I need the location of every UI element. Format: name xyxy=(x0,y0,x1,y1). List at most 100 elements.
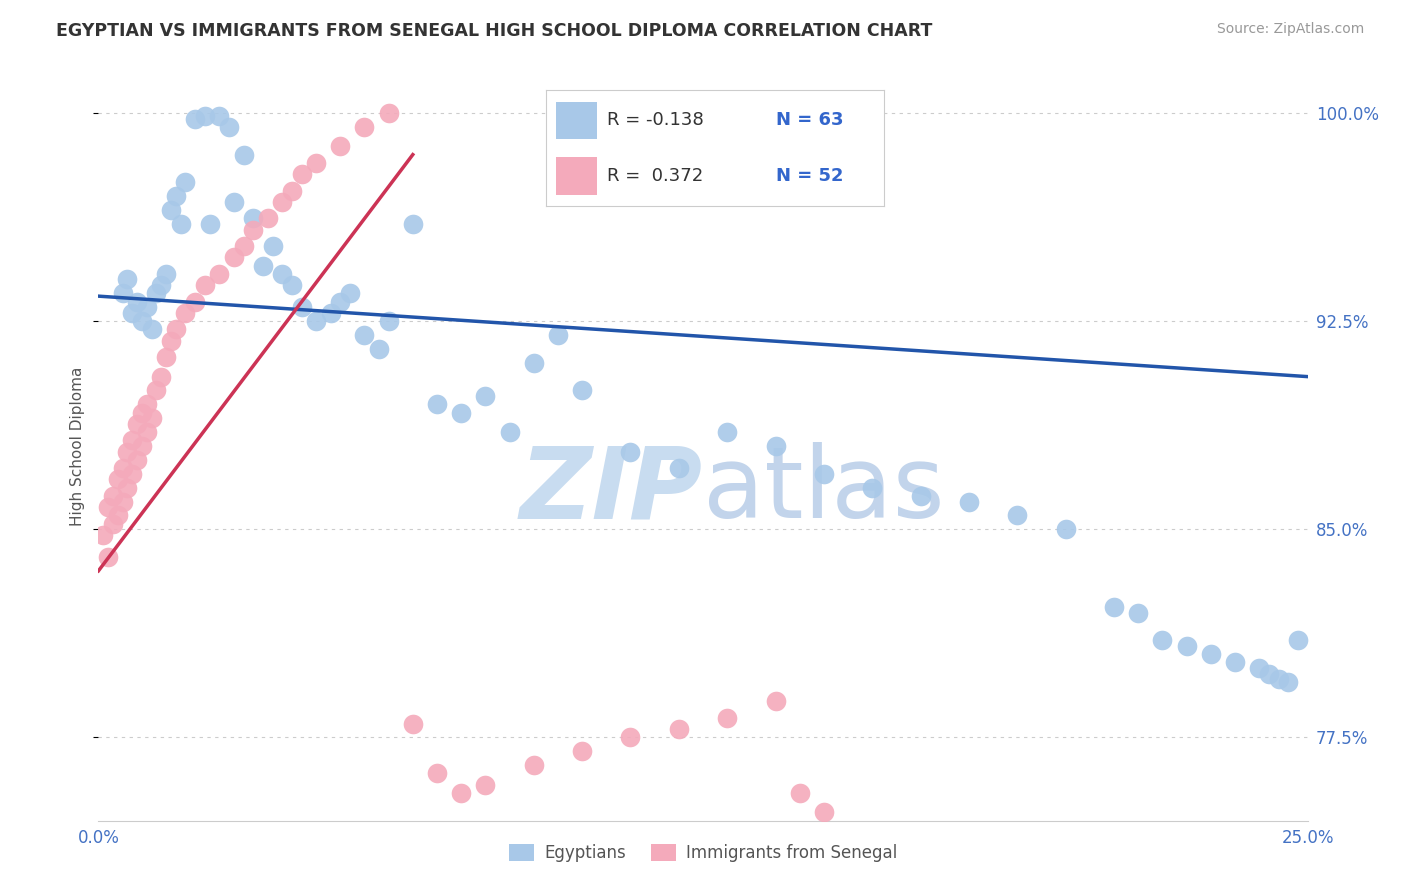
Point xyxy=(1054,522,1077,536)
Point xyxy=(619,444,641,458)
Point xyxy=(135,397,157,411)
Text: atlas: atlas xyxy=(703,442,945,540)
Point xyxy=(716,711,738,725)
Point xyxy=(329,294,352,309)
Point xyxy=(165,189,187,203)
Point xyxy=(281,184,304,198)
Point xyxy=(256,211,278,226)
Point xyxy=(141,411,163,425)
Point xyxy=(860,481,883,495)
Point xyxy=(252,259,274,273)
Point xyxy=(127,294,149,309)
Point xyxy=(426,397,449,411)
Point xyxy=(117,272,139,286)
Point xyxy=(145,286,167,301)
Text: Source: ZipAtlas.com: Source: ZipAtlas.com xyxy=(1216,22,1364,37)
Point xyxy=(1286,633,1309,648)
Point xyxy=(111,461,134,475)
Point xyxy=(368,342,391,356)
Text: EGYPTIAN VS IMMIGRANTS FROM SENEGAL HIGH SCHOOL DIPLOMA CORRELATION CHART: EGYPTIAN VS IMMIGRANTS FROM SENEGAL HIGH… xyxy=(56,22,932,40)
Point xyxy=(377,106,399,120)
Point xyxy=(1199,647,1222,661)
Point xyxy=(426,766,449,780)
Point xyxy=(131,406,153,420)
Point xyxy=(910,489,932,503)
Point xyxy=(160,334,183,348)
Point xyxy=(145,384,167,398)
Point xyxy=(281,278,304,293)
Point xyxy=(813,467,835,481)
Point xyxy=(111,494,134,508)
Point xyxy=(150,278,173,293)
Point xyxy=(127,417,149,431)
Point xyxy=(813,805,835,820)
Point xyxy=(155,267,177,281)
Point xyxy=(135,300,157,314)
Point xyxy=(242,222,264,236)
Point xyxy=(198,217,221,231)
Text: ZIP: ZIP xyxy=(520,442,703,540)
Point xyxy=(1223,656,1246,670)
Point xyxy=(121,306,143,320)
Point xyxy=(127,453,149,467)
Point xyxy=(271,267,294,281)
Point xyxy=(339,286,361,301)
Point xyxy=(222,194,245,209)
Point xyxy=(184,112,207,126)
Point xyxy=(1249,661,1271,675)
Point xyxy=(155,350,177,364)
Point xyxy=(101,516,124,531)
Point xyxy=(174,175,197,189)
Point xyxy=(101,489,124,503)
Point xyxy=(1267,672,1289,686)
Point xyxy=(474,389,496,403)
Point xyxy=(1175,639,1198,653)
Point xyxy=(208,267,231,281)
Point xyxy=(305,314,328,328)
Point xyxy=(619,731,641,745)
Legend: Egyptians, Immigrants from Senegal: Egyptians, Immigrants from Senegal xyxy=(502,837,904,869)
Point xyxy=(97,500,120,514)
Point xyxy=(523,758,546,772)
Point xyxy=(208,109,231,123)
Point xyxy=(262,239,284,253)
Point xyxy=(97,549,120,564)
Point xyxy=(498,425,520,439)
Point xyxy=(1152,633,1174,648)
Point xyxy=(716,425,738,439)
Point xyxy=(571,384,593,398)
Point xyxy=(117,444,139,458)
Point xyxy=(107,508,129,523)
Point xyxy=(121,434,143,448)
Point xyxy=(1128,606,1150,620)
Point xyxy=(290,167,312,181)
Point xyxy=(668,461,690,475)
Point xyxy=(450,786,472,800)
Point xyxy=(571,744,593,758)
Point xyxy=(547,328,569,343)
Point xyxy=(789,786,811,800)
Point xyxy=(271,194,294,209)
Point xyxy=(222,250,245,264)
Point xyxy=(218,120,240,134)
Point xyxy=(957,494,980,508)
Point xyxy=(329,139,352,153)
Point xyxy=(377,314,399,328)
Point xyxy=(765,694,787,708)
Point xyxy=(131,439,153,453)
Point xyxy=(121,467,143,481)
Point xyxy=(184,294,207,309)
Point xyxy=(232,147,254,161)
Y-axis label: High School Diploma: High School Diploma xyxy=(70,367,86,525)
Point xyxy=(1257,666,1279,681)
Point xyxy=(353,328,375,343)
Point xyxy=(194,278,217,293)
Point xyxy=(450,406,472,420)
Point xyxy=(165,322,187,336)
Point xyxy=(402,716,425,731)
Point xyxy=(169,217,191,231)
Point xyxy=(117,481,139,495)
Point xyxy=(319,306,342,320)
Point xyxy=(290,300,312,314)
Point xyxy=(402,217,425,231)
